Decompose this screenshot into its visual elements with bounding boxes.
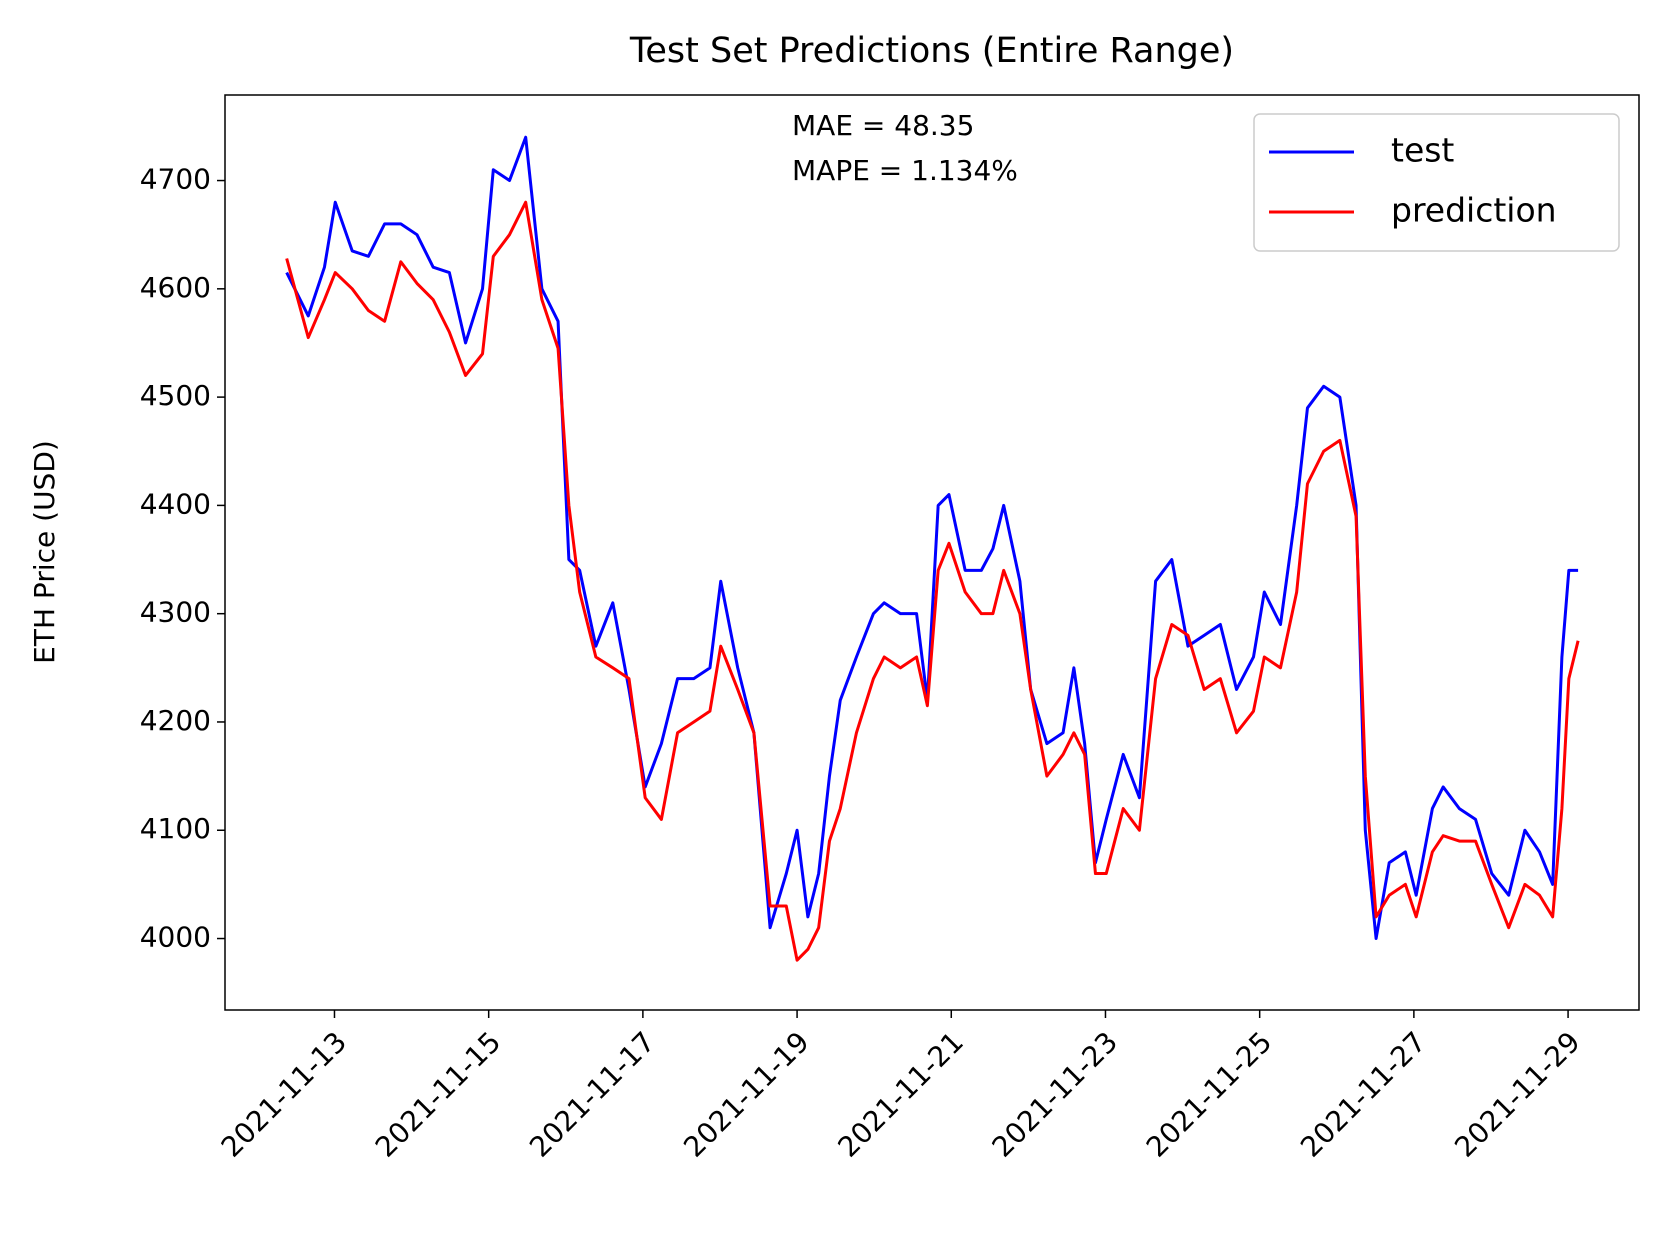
axes-frame [224, 94, 1640, 1011]
y-tick-label: 4600 [140, 271, 211, 304]
y-tick-label: 4500 [140, 379, 211, 412]
y-tick-label: 4400 [140, 487, 211, 520]
legend-box [1253, 113, 1620, 252]
y-tick-label: 4700 [140, 163, 211, 196]
plot-area [285, 135, 1580, 962]
annotation: MAE = 48.35 [792, 109, 974, 142]
y-tick-label: 4100 [140, 812, 211, 845]
series-line [285, 200, 1580, 962]
y-tick-label: 4000 [140, 921, 211, 954]
series-line [285, 135, 1579, 941]
legend-label: test [1391, 131, 1454, 170]
y-tick-label: 4300 [140, 596, 211, 629]
y-axis-label: ETH Price (USD) [28, 440, 61, 664]
legend-label: prediction [1391, 191, 1557, 230]
chart-title: Test Set Predictions (Entire Range) [629, 31, 1234, 71]
annotation: MAPE = 1.134% [792, 154, 1018, 187]
y-tick-label: 4200 [140, 704, 211, 737]
